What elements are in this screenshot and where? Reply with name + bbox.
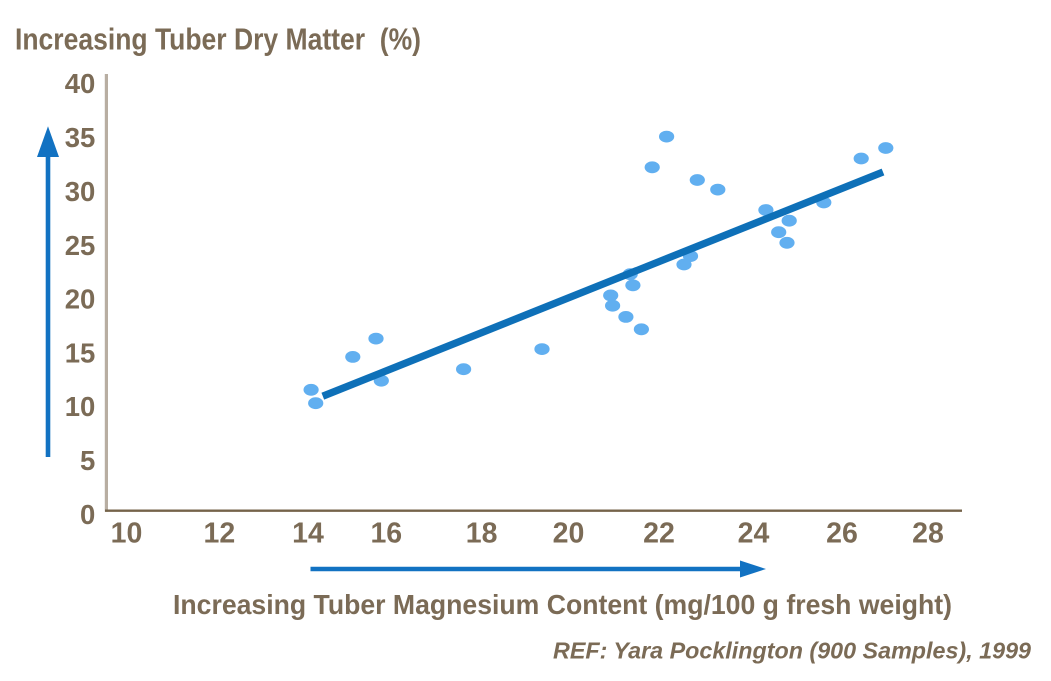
- svg-text:14: 14: [292, 517, 324, 549]
- svg-text:24: 24: [738, 517, 770, 549]
- svg-text:22: 22: [643, 517, 675, 549]
- svg-text:REF: Yara Pocklington (900 Sam: REF: Yara Pocklington (900 Samples), 199…: [553, 637, 1031, 663]
- svg-text:20: 20: [65, 284, 96, 315]
- svg-text:0: 0: [80, 499, 95, 530]
- svg-text:16: 16: [370, 517, 402, 549]
- svg-text:Increasing Tuber Magnesium Con: Increasing Tuber Magnesium Content (mg/1…: [173, 589, 952, 620]
- svg-text:10: 10: [65, 391, 96, 422]
- svg-text:40: 40: [65, 68, 96, 99]
- svg-text:30: 30: [65, 176, 96, 207]
- svg-text:18: 18: [466, 517, 498, 549]
- svg-text:12: 12: [204, 517, 236, 549]
- svg-text:35: 35: [65, 122, 96, 153]
- svg-text:25: 25: [65, 230, 96, 261]
- svg-text:Increasing Tuber Dry Matter (: Increasing Tuber Dry Matter (%): [15, 22, 421, 57]
- svg-text:10: 10: [111, 517, 143, 549]
- svg-text:20: 20: [553, 517, 585, 549]
- svg-text:26: 26: [826, 517, 858, 549]
- svg-text:5: 5: [80, 445, 95, 476]
- svg-text:15: 15: [65, 337, 96, 368]
- svg-text:28: 28: [912, 517, 944, 549]
